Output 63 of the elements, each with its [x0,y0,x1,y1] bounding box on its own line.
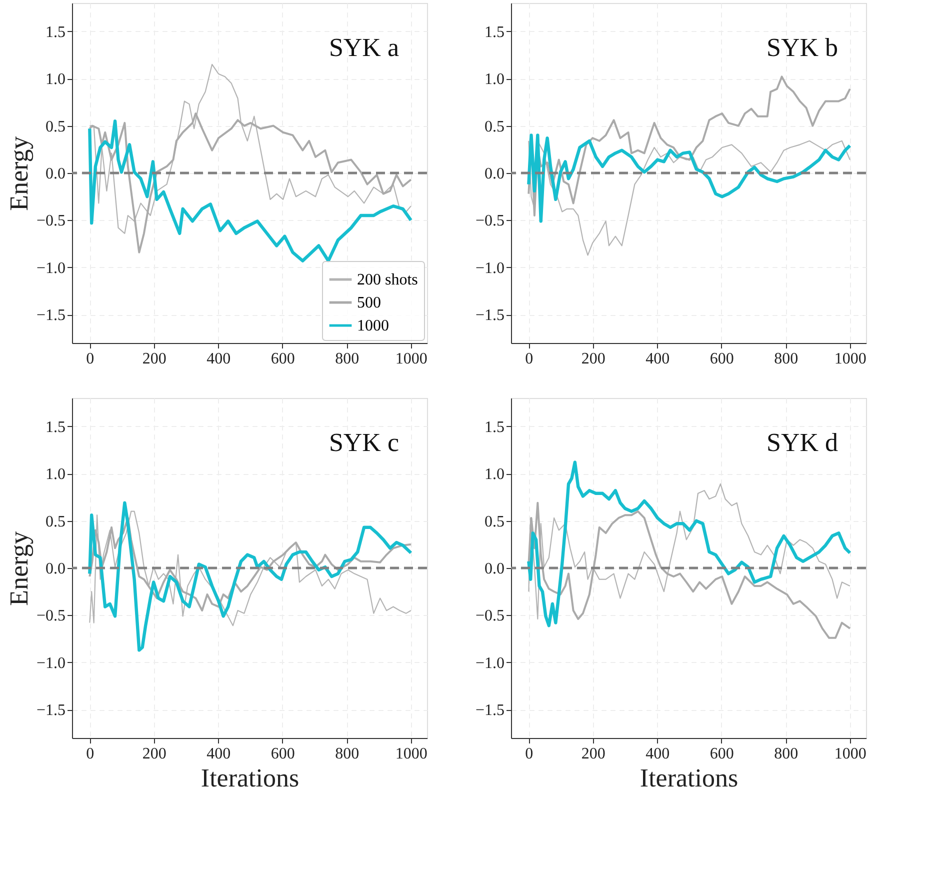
x-tick-label: 0 [525,746,534,762]
y-tick-label: 0.0 [484,166,504,182]
legend-label: 500 [357,294,381,312]
y-axis-title: Energy [4,136,34,211]
x-tick-label: 200 [142,350,166,368]
x-tick-label: 600 [710,746,734,762]
y-tick-label: −1.5 [36,702,66,720]
x-axis-title: Iterations [640,764,738,792]
y-tick-label: −1.0 [36,654,66,672]
y-tick-label: 0.0 [484,560,504,578]
y-tick-label: 1.5 [484,24,504,41]
y-tick-label: 0.5 [484,118,504,136]
text: SYK c [328,428,399,457]
x-tick-label: 1000 [395,350,428,368]
text: SYK a [328,33,400,62]
y-tick-label: 1.0 [46,71,66,88]
y-axis-title: Energy [4,531,34,606]
y-tick-label: 1.5 [46,24,66,41]
y-tick-label: 0.0 [46,166,66,182]
y-tick-label: 0.0 [46,560,66,578]
text: SYK b [766,33,838,62]
y-tick-label: −0.5 [36,212,66,230]
y-tick-label: 0.5 [484,513,504,530]
x-tick-label: 1000 [834,350,866,368]
y-tick-label: 1.0 [46,466,66,484]
y-tick-label: −1.5 [475,307,504,324]
y-tick-label: −1.0 [475,654,504,672]
x-tick-label: 600 [270,350,295,368]
x-tick-label: 400 [646,350,670,368]
x-tick-label: 1000 [834,746,866,762]
x-tick-label: 600 [270,746,295,762]
y-tick-label: 1.0 [484,466,504,484]
y-tick-label: 0.5 [46,513,66,530]
x-tick-label: 400 [206,746,231,762]
legend-label: 1000 [357,318,389,334]
x-tick-label: 600 [710,350,734,368]
y-tick-label: 1.5 [46,418,66,436]
x-tick-label: 400 [206,350,231,368]
y-tick-label: −1.5 [475,702,504,720]
y-tick-label: −0.5 [475,212,504,230]
x-tick-label: 1000 [395,746,428,762]
text: SYK d [766,428,838,457]
x-tick-label: 0 [525,350,534,368]
x-tick-label: 200 [581,350,606,368]
x-tick-label: 800 [335,350,360,368]
x-tick-label: 800 [774,350,798,368]
y-tick-label: −0.5 [475,608,504,625]
y-tick-label: −0.5 [36,608,66,625]
x-tick-label: 0 [86,746,94,762]
legend-label: 200 shots [357,272,418,288]
y-tick-label: −1.0 [36,260,66,277]
y-tick-label: −1.0 [475,260,504,277]
y-tick-label: 1.0 [484,71,504,88]
x-tick-label: 400 [646,746,670,762]
y-tick-label: −1.5 [36,307,66,324]
x-tick-label: 800 [774,746,798,762]
x-tick-label: 800 [335,746,360,762]
x-tick-label: 0 [86,350,94,368]
y-tick-label: 0.5 [46,118,66,136]
x-tick-label: 200 [142,746,166,762]
x-tick-label: 200 [581,746,606,762]
y-tick-label: 1.5 [484,418,504,436]
x-axis-title: Iterations [200,764,300,792]
